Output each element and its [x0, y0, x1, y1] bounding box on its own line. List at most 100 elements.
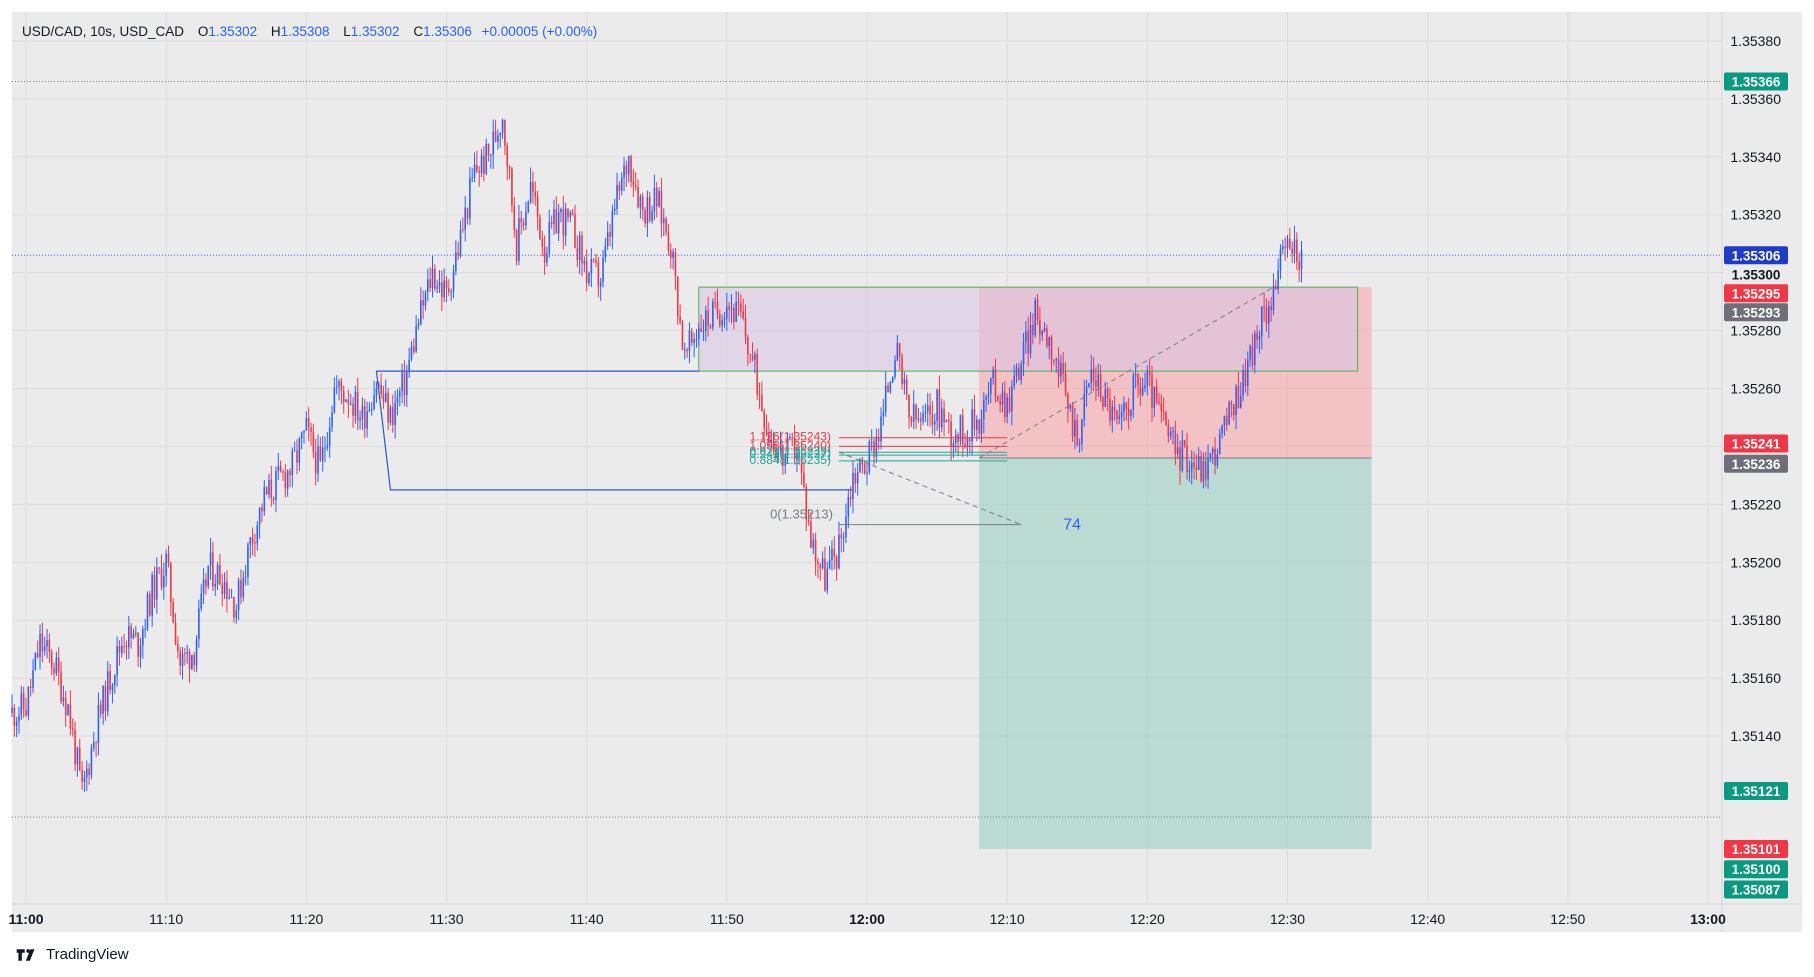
candle-body	[270, 479, 273, 499]
candle-body	[431, 268, 434, 289]
candle-body	[999, 401, 1001, 405]
candle-body	[104, 686, 107, 712]
candle-body	[347, 399, 350, 405]
candle-body	[179, 651, 181, 666]
candle-body	[310, 427, 312, 433]
candle-body	[602, 257, 604, 283]
candle-body	[1109, 398, 1111, 421]
candle-body	[1200, 456, 1202, 482]
candle-body	[826, 568, 829, 591]
candle-body	[153, 574, 156, 600]
candle-body	[417, 324, 420, 327]
candle-body	[90, 748, 93, 776]
candle-body	[396, 396, 399, 403]
candle-body	[1043, 328, 1046, 332]
x-tick-label: 12:10	[990, 911, 1025, 927]
candle-body	[894, 360, 896, 377]
candle-body	[83, 777, 86, 782]
candle-body	[27, 686, 30, 716]
candle-body	[1046, 328, 1048, 347]
candle-body	[1256, 333, 1258, 340]
candle-body	[198, 608, 200, 640]
candle-body	[669, 250, 672, 258]
candle-body	[513, 205, 516, 231]
candle-body	[821, 558, 824, 569]
candle-body	[877, 438, 880, 442]
candle-body	[630, 155, 632, 182]
candle-body	[728, 306, 730, 310]
candle-body	[676, 276, 679, 317]
candle-body	[775, 450, 777, 459]
y-tick-label: 1.35220	[1730, 496, 1781, 512]
candle-body	[557, 212, 560, 234]
candle-body	[597, 262, 600, 287]
candle-body	[382, 394, 385, 402]
symbol-name[interactable]: USD/CAD, 10s, USD_CAD	[22, 24, 185, 39]
candle-body	[518, 218, 520, 261]
candle-body	[1268, 306, 1270, 324]
candle-body	[36, 652, 39, 658]
candle-body	[964, 444, 966, 447]
candle-body	[648, 196, 651, 221]
candle-body	[128, 626, 130, 648]
x-tick-label: 11:00	[8, 911, 43, 927]
candle-body	[770, 440, 773, 444]
candle-body	[735, 301, 737, 322]
candle-body	[641, 196, 644, 211]
tradingview-brand[interactable]: TradingView	[14, 946, 129, 963]
candle-body	[389, 407, 392, 423]
candle-body	[429, 279, 431, 289]
candle-body	[1270, 306, 1272, 311]
candle-body	[284, 472, 287, 489]
candle-body	[384, 392, 387, 402]
candle-body	[698, 328, 700, 340]
candle-body	[387, 392, 389, 423]
candle-body	[1053, 359, 1055, 361]
candle-body	[490, 154, 492, 156]
candle-body	[125, 646, 128, 648]
price-label-text: 1.35300	[1732, 267, 1781, 282]
candle-body	[574, 214, 576, 249]
price-label-text: 1.35121	[1732, 784, 1781, 799]
candle-body	[352, 403, 354, 417]
candle-body	[1132, 375, 1135, 410]
candle-body	[1246, 359, 1249, 387]
time-axis-bg	[12, 904, 1802, 932]
candle-body	[476, 164, 478, 172]
candle-body	[113, 675, 116, 686]
candle-body	[688, 330, 691, 352]
candle-body	[1225, 415, 1228, 425]
candle-body	[221, 584, 224, 594]
candle-body	[987, 394, 990, 397]
candle-body	[765, 428, 768, 433]
candle-body	[177, 643, 179, 652]
candle-body	[29, 686, 32, 688]
candle-body	[445, 280, 448, 289]
candle-body	[838, 534, 840, 569]
candle-body	[469, 178, 471, 219]
candle-body	[314, 452, 317, 474]
candle-body	[478, 171, 481, 174]
candle-body	[1085, 386, 1088, 394]
candle-body	[1286, 238, 1289, 248]
candle-body	[1176, 447, 1179, 454]
candle-body	[492, 131, 495, 155]
candle-body	[798, 453, 801, 457]
candles	[11, 118, 1303, 792]
candle-body	[146, 594, 149, 629]
candle-body	[873, 441, 875, 457]
candle-body	[1130, 409, 1132, 416]
price-label: 1.35241	[1724, 434, 1788, 453]
candle-body	[60, 671, 62, 702]
candle-body	[356, 391, 359, 421]
candle-body	[1228, 402, 1230, 425]
candle-body	[277, 466, 280, 471]
candle-body	[415, 326, 417, 352]
candle-body	[349, 403, 352, 405]
candle-body	[522, 222, 525, 226]
candle-body	[679, 316, 681, 323]
candle-body	[186, 652, 189, 654]
candle-body	[926, 405, 929, 412]
